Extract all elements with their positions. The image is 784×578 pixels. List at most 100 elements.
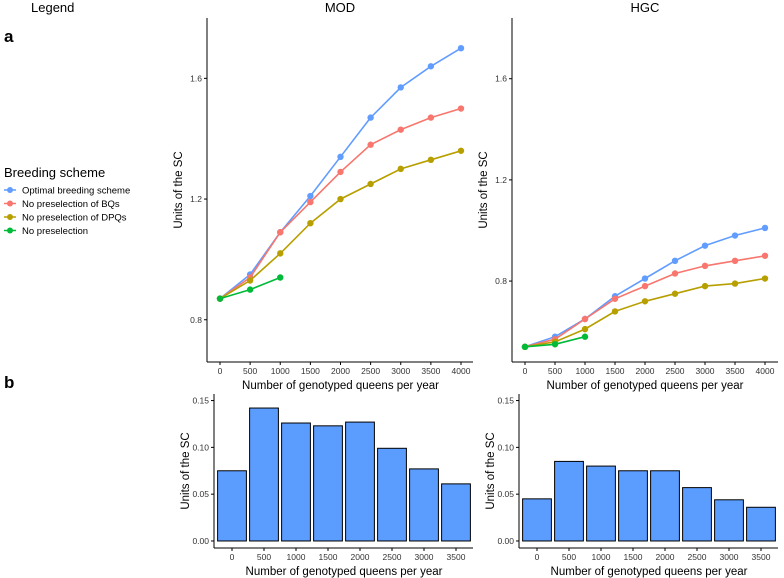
data-point (551, 341, 559, 348)
data-point (701, 282, 709, 290)
bar (650, 470, 680, 542)
x-tick-label: 4000 (452, 366, 471, 376)
chart-title: MOD (325, 0, 355, 15)
y-tick-label: 0.8 (495, 276, 507, 286)
panel-label-a: a (4, 27, 14, 46)
data-point (731, 232, 739, 239)
data-point (307, 192, 314, 200)
x-tick-label: 0 (218, 366, 223, 376)
mod-line-chart: Number of genotyped queens per year Units… (173, 0, 473, 392)
data-point (397, 84, 404, 91)
hgc-line-chart: Number of genotyped queens per year Units… (478, 0, 778, 392)
data-point (277, 229, 284, 236)
x-tick-label: 500 (243, 366, 257, 376)
data-point (427, 156, 435, 164)
y-tick-label: 1.6 (190, 73, 202, 83)
legend-key-dot (7, 227, 13, 234)
data-point (581, 325, 589, 333)
data-point (611, 295, 619, 302)
data-point (581, 315, 589, 323)
x-tick-label: 1000 (287, 552, 306, 562)
x-tick-label: 3500 (752, 552, 771, 562)
data-point (427, 63, 435, 70)
x-tick-label: 1500 (319, 552, 338, 562)
x-tick-label: 3500 (421, 366, 440, 376)
x-tick-label: 2000 (331, 366, 350, 376)
data-point (761, 224, 769, 232)
x-tick-label: 2500 (666, 366, 685, 376)
x-tick-label: 3000 (720, 552, 739, 562)
data-point (246, 286, 254, 293)
legend-heading: Legend (31, 0, 74, 15)
x-tick-label: 0 (535, 552, 540, 562)
data-point (367, 114, 374, 121)
data-point (277, 250, 284, 257)
data-point (457, 44, 465, 52)
data-point (701, 262, 709, 270)
x-tick-label: 500 (562, 552, 576, 562)
bar (522, 498, 552, 542)
y-tick-label: 1.2 (495, 175, 507, 185)
bar (746, 506, 776, 542)
data-point (731, 257, 739, 265)
x-tick-label: 1500 (624, 552, 643, 562)
data-point (671, 290, 679, 297)
legend-key-dot (7, 187, 13, 193)
legend-key-dot (7, 214, 13, 220)
data-point (216, 295, 224, 302)
x-tick-label: 2000 (636, 366, 655, 376)
x-tick-label: 500 (257, 552, 271, 562)
legend-label: No preselection of BQs (22, 199, 120, 210)
data-point (367, 141, 374, 148)
data-point (671, 257, 679, 265)
bar (441, 483, 471, 542)
data-point (671, 270, 679, 277)
y-tick-label: 0.05 (497, 489, 514, 499)
data-point (397, 165, 404, 173)
y-tick-label: 0.00 (192, 536, 209, 546)
bar (714, 499, 744, 542)
x-tick-label: 3000 (415, 552, 434, 562)
data-point (277, 274, 284, 281)
series-line-1 (219, 107, 462, 300)
y-tick-label: 0.00 (497, 536, 514, 546)
panel-label-b: b (4, 373, 14, 392)
y-tick-label: 0.15 (192, 396, 209, 406)
bar (618, 470, 648, 542)
legend: Legend Breeding scheme Optimal breeding … (4, 0, 130, 237)
y-axis-label: Units of the SC (485, 432, 497, 509)
x-tick-label: 3000 (391, 366, 410, 376)
x-axis-label: Number of genotyped queens per year (246, 566, 443, 578)
bar (217, 470, 247, 542)
x-tick-label: 2500 (688, 552, 707, 562)
data-point (427, 114, 435, 121)
x-tick-label: 4000 (756, 366, 775, 376)
bar (682, 487, 712, 542)
data-point (457, 105, 465, 112)
bar (377, 447, 407, 542)
bar (409, 468, 439, 542)
data-point (731, 280, 739, 287)
bar (313, 425, 343, 542)
data-point (701, 242, 709, 249)
x-tick-label: 2500 (383, 552, 402, 562)
data-point (641, 275, 649, 282)
data-point (307, 198, 314, 206)
data-point (611, 308, 619, 315)
data-point (337, 168, 344, 176)
y-tick-label: 1.2 (190, 194, 202, 204)
x-tick-label: 3500 (447, 552, 466, 562)
x-tick-label: 0 (523, 366, 528, 376)
data-point (457, 147, 465, 154)
data-point (307, 219, 314, 227)
data-point (641, 298, 649, 305)
x-tick-label: 2500 (361, 366, 380, 376)
bar (249, 407, 279, 542)
y-tick-label: 0.15 (497, 396, 514, 406)
legend-title: Breeding scheme (4, 165, 105, 180)
bar (345, 421, 375, 542)
bar (586, 465, 616, 542)
x-tick-label: 500 (548, 366, 562, 376)
chart-title: HGC (631, 0, 660, 15)
